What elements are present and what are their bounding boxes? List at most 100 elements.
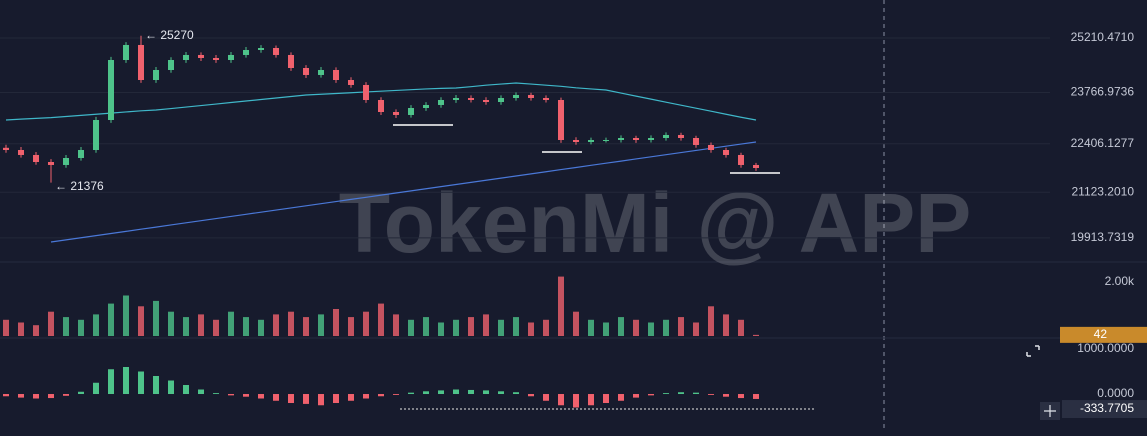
macd-bar — [108, 369, 114, 395]
macd-badge — [1062, 400, 1147, 419]
ma-line — [50, 141, 757, 243]
watermark: TokenMi @ APP — [339, 176, 972, 270]
volume-bar — [588, 319, 594, 336]
macd-badge-label: -333.7705 — [1080, 401, 1134, 415]
candle-body — [138, 44, 144, 80]
candle-body — [708, 144, 714, 150]
volume-bar — [153, 300, 159, 336]
candle-body — [363, 84, 369, 100]
expand-box[interactable] — [1024, 343, 1042, 359]
macd-bar — [543, 394, 549, 401]
y-tick-label: 21123.2010 — [1071, 184, 1134, 198]
high-annotation: ← 25270 — [145, 28, 194, 42]
volume-bar — [528, 322, 534, 336]
macd-bar — [573, 394, 579, 408]
volume-bar — [438, 322, 444, 336]
y-tick-label: 1000.0000 — [1077, 341, 1134, 355]
candle-body — [108, 60, 114, 120]
candle-body — [243, 50, 249, 55]
candle-body — [723, 150, 729, 155]
macd-bar — [198, 389, 204, 395]
candle-body — [153, 70, 159, 80]
candle-body — [663, 134, 669, 138]
candle-body — [348, 80, 354, 85]
macd-bar — [288, 394, 294, 404]
macd-bar — [3, 394, 9, 397]
plus-button[interactable] — [1040, 402, 1060, 420]
volume-bar — [18, 322, 24, 336]
macd-bar — [513, 392, 519, 395]
volume-bar — [213, 319, 219, 336]
candle-body — [378, 100, 384, 112]
candle-body — [558, 100, 564, 140]
candle-body — [48, 162, 54, 165]
volume-bar — [498, 319, 504, 336]
candle-body — [168, 60, 174, 70]
candle-body — [603, 140, 609, 141]
volume-bar — [363, 311, 369, 336]
macd-bar — [78, 391, 84, 395]
expand-icon[interactable] — [1024, 343, 1042, 359]
macd-bar — [588, 394, 594, 406]
macd-bar — [123, 367, 129, 395]
candle-body — [273, 48, 279, 55]
candle-body — [483, 100, 489, 102]
volume-bar — [198, 314, 204, 336]
macd-bar — [333, 394, 339, 404]
candle-body — [498, 98, 504, 102]
candle-body — [573, 140, 579, 142]
volume-bar — [228, 311, 234, 336]
y-tick-label: 19913.7319 — [1071, 230, 1135, 244]
macd-bar — [153, 376, 159, 395]
candle-body — [588, 140, 594, 142]
macd-bar — [243, 394, 249, 397]
macd-bar — [528, 394, 534, 397]
macd-bar — [498, 391, 504, 395]
volume-bar — [573, 311, 579, 336]
volume-bar — [48, 311, 54, 336]
volume-bar — [723, 314, 729, 336]
volume-bar — [408, 319, 414, 336]
ma-line — [5, 82, 757, 121]
volume-bar — [123, 295, 129, 336]
macd-bar — [318, 394, 324, 406]
candle-body — [543, 98, 549, 100]
candle-body — [738, 154, 744, 165]
volume-bar — [183, 317, 189, 336]
volume-bar — [543, 319, 549, 336]
macd-bar — [258, 394, 264, 399]
candle-body — [303, 68, 309, 75]
macd-bar — [48, 394, 54, 399]
macd-bar — [483, 390, 489, 395]
y-tick-label: 22406.1277 — [1071, 136, 1135, 150]
macd-bar — [453, 389, 459, 395]
candle-body — [693, 138, 699, 145]
volume-bar — [738, 319, 744, 336]
volume-bar — [513, 317, 519, 336]
volume-bar — [378, 303, 384, 336]
candle-body — [93, 120, 99, 150]
candle-body — [408, 108, 414, 115]
candle-body — [228, 54, 234, 60]
volume-bar — [273, 314, 279, 336]
volume-bar — [303, 317, 309, 336]
candle-body — [648, 138, 654, 140]
candle-body — [528, 94, 534, 98]
macd-bar — [648, 394, 654, 396]
candle-body — [678, 134, 684, 138]
macd-bar — [708, 394, 714, 395]
macd-bar — [18, 394, 24, 398]
macd-bar — [603, 394, 609, 404]
candle-body — [213, 58, 219, 60]
candle-body — [468, 98, 474, 100]
macd-bar — [63, 394, 69, 396]
y-tick-label: 25210.4710 — [1071, 30, 1135, 44]
candle-body — [3, 147, 9, 150]
volume-bar — [3, 319, 9, 336]
macd-bar — [348, 394, 354, 401]
volume-bar — [348, 317, 354, 336]
volume-bar — [243, 317, 249, 336]
candle-body — [318, 70, 324, 75]
macd-bar — [183, 385, 189, 395]
